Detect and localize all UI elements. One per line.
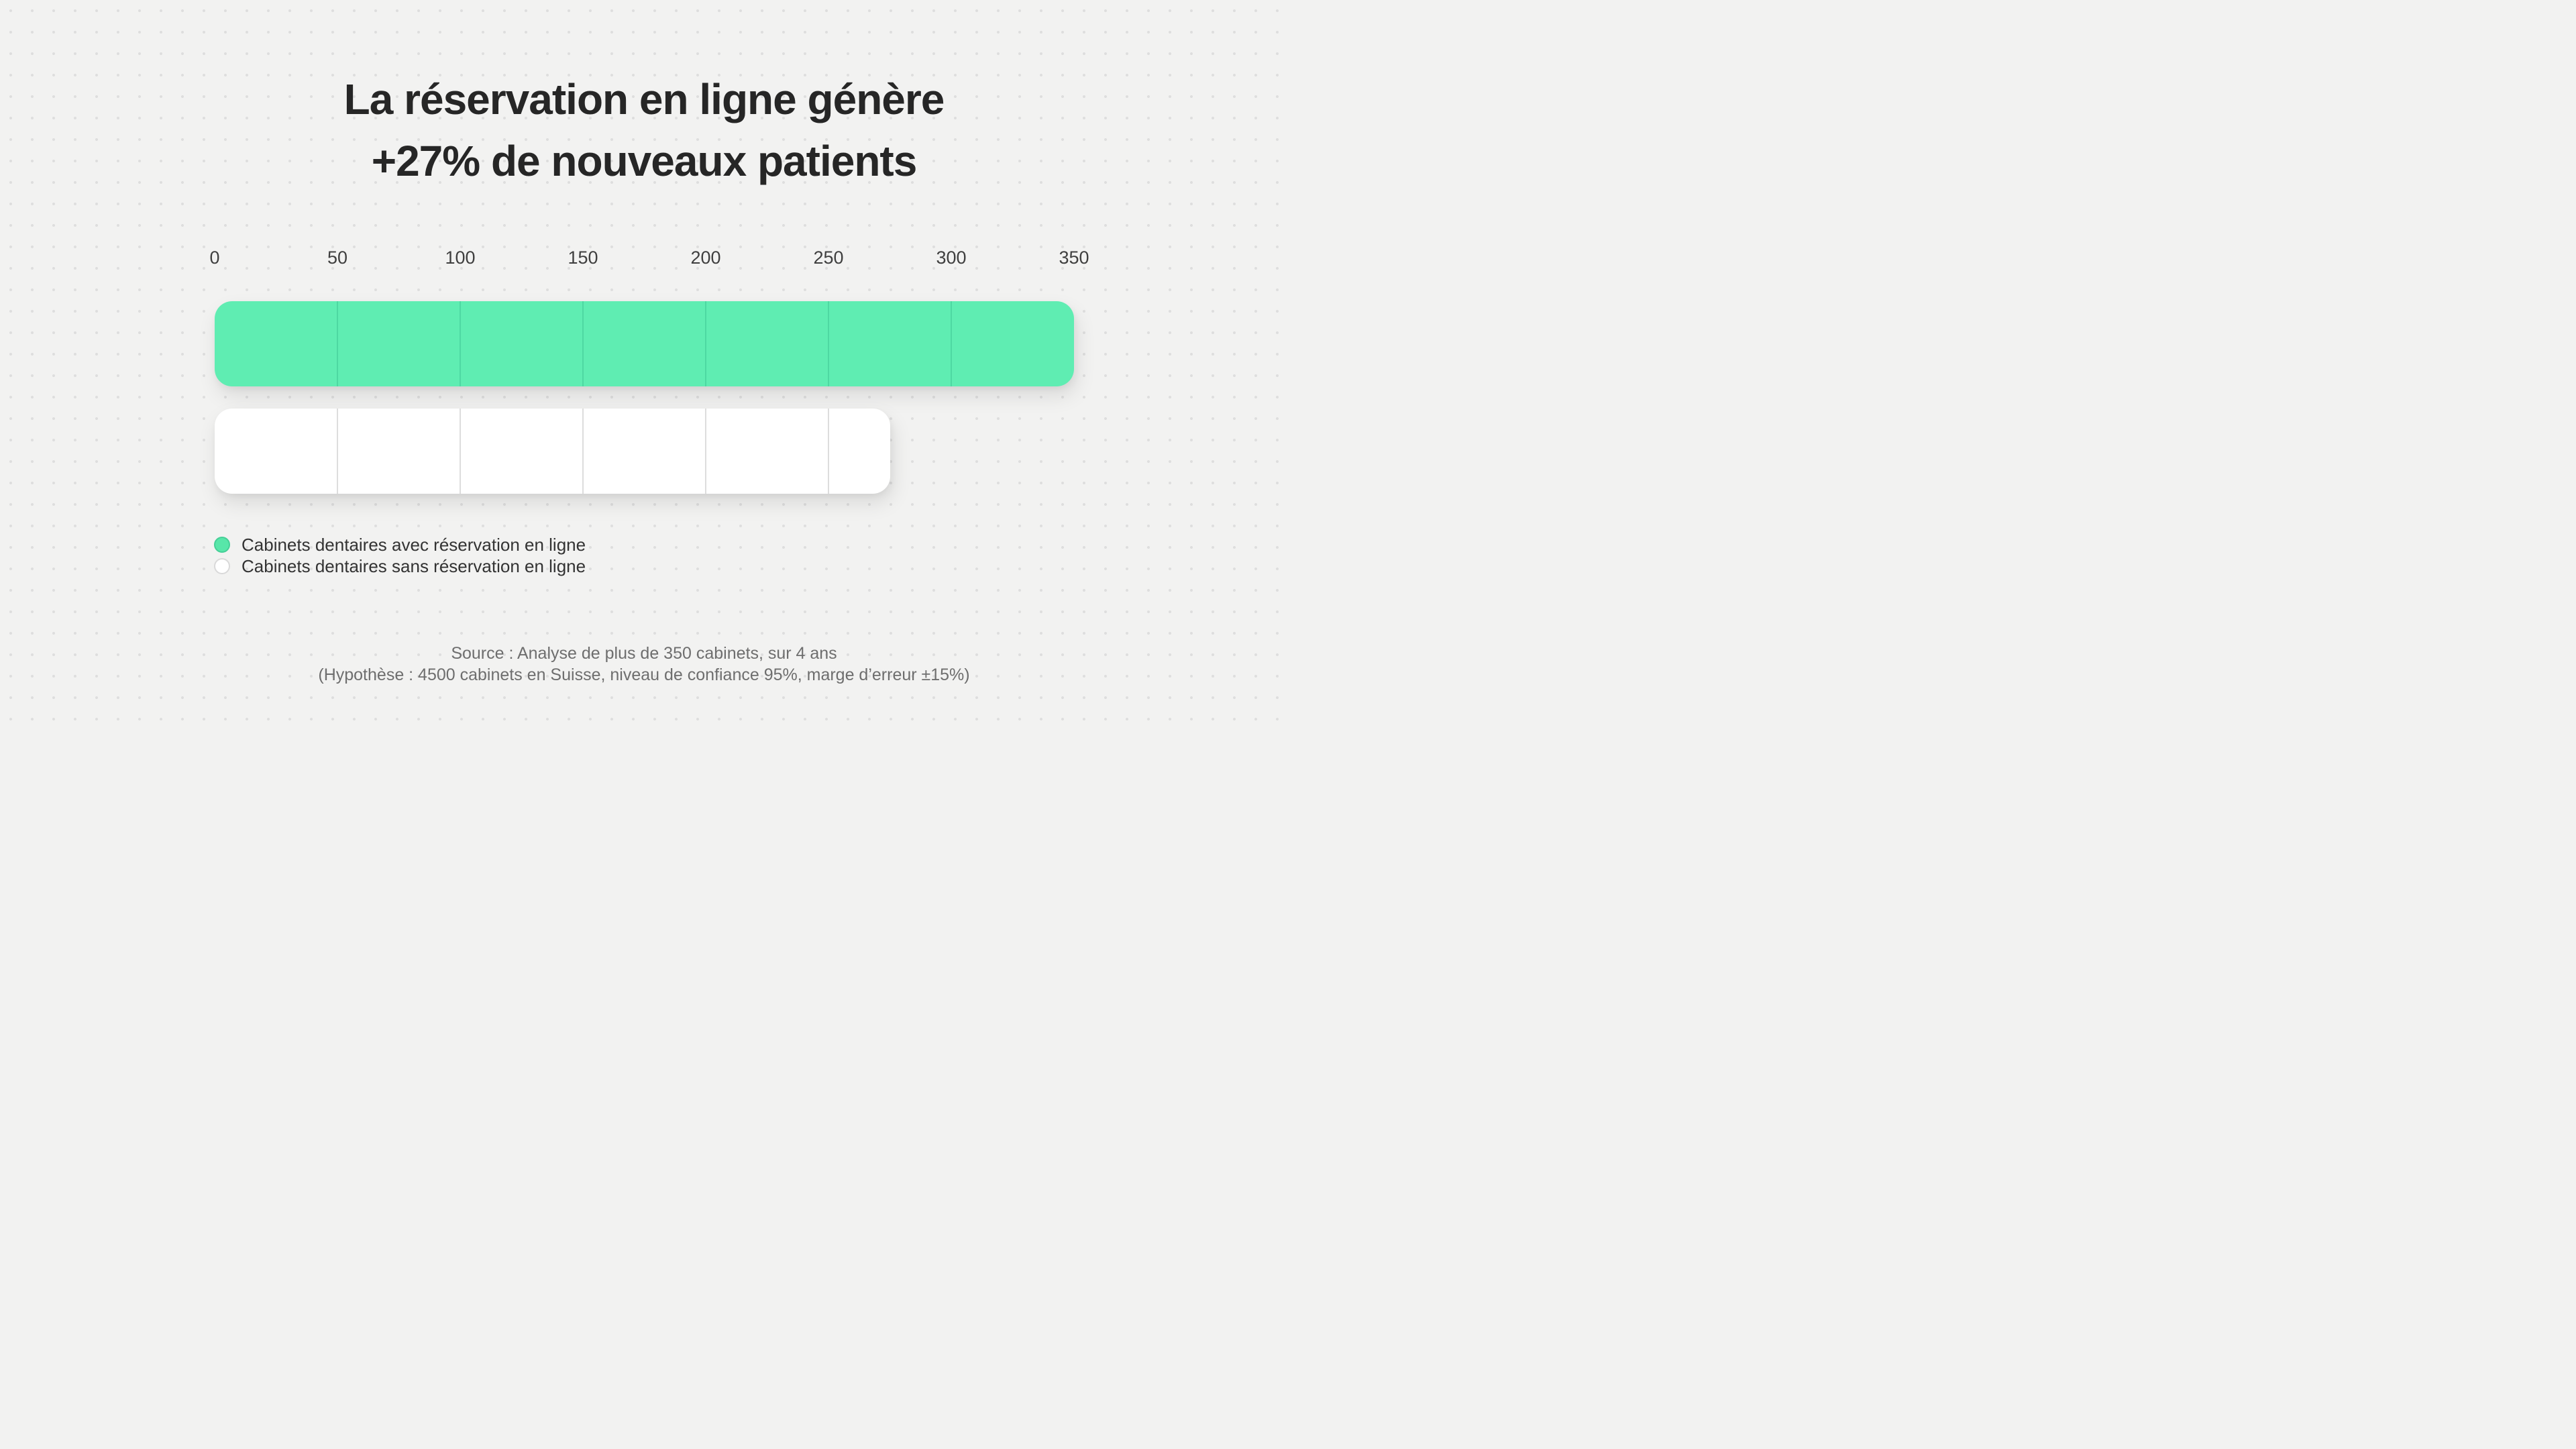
source-note: Source : Analyse de plus de 350 cabinets… bbox=[0, 643, 1288, 686]
bar-sans-reservation-en-ligne bbox=[215, 409, 890, 494]
chart-legend: Cabinets dentaires avec réservation en l… bbox=[214, 534, 586, 577]
legend-label: Cabinets dentaires avec réservation en l… bbox=[241, 534, 586, 555]
legend-item-sans-reservation: Cabinets dentaires sans réservation en l… bbox=[214, 555, 586, 577]
segment-divider bbox=[828, 301, 829, 386]
chart-title-line-2: +27% de nouveaux patients bbox=[371, 137, 918, 185]
x-axis: 0 50 100 150 200 250 300 350 bbox=[209, 246, 1089, 269]
x-tick-label: 0 bbox=[209, 248, 220, 268]
segment-divider bbox=[337, 301, 338, 386]
legend-swatch-white-circle bbox=[214, 558, 230, 574]
x-tick-label: 50 bbox=[327, 248, 348, 268]
legend-swatch-green-circle bbox=[214, 537, 230, 553]
source-note-line-1: Source : Analyse de plus de 350 cabinets… bbox=[451, 644, 837, 663]
segment-divider bbox=[951, 301, 952, 386]
segment-divider bbox=[460, 409, 461, 494]
segment-divider bbox=[582, 301, 584, 386]
chart-title-line-1: La réservation en ligne génère bbox=[343, 75, 945, 123]
segment-divider bbox=[828, 409, 829, 494]
segment-divider bbox=[337, 409, 338, 494]
infographic-canvas: La réservation en ligne génère +27% de n… bbox=[0, 0, 1288, 724]
x-tick-label: 350 bbox=[1059, 248, 1089, 268]
segment-divider bbox=[705, 301, 706, 386]
chart-title: La réservation en ligne génère +27% de n… bbox=[0, 68, 1288, 192]
segment-divider bbox=[705, 409, 706, 494]
x-tick-label: 100 bbox=[445, 248, 476, 268]
segment-divider bbox=[582, 409, 584, 494]
x-tick-label: 300 bbox=[936, 248, 967, 268]
legend-label: Cabinets dentaires sans réservation en l… bbox=[241, 555, 586, 576]
legend-item-avec-reservation: Cabinets dentaires avec réservation en l… bbox=[214, 534, 586, 555]
x-tick-label: 200 bbox=[690, 248, 721, 268]
x-tick-label: 150 bbox=[568, 248, 598, 268]
bar-avec-reservation-en-ligne bbox=[215, 301, 1074, 386]
x-tick-label: 250 bbox=[813, 248, 844, 268]
segment-divider bbox=[460, 301, 461, 386]
source-note-line-2: (Hypothèse : 4500 cabinets en Suisse, ni… bbox=[318, 665, 970, 684]
